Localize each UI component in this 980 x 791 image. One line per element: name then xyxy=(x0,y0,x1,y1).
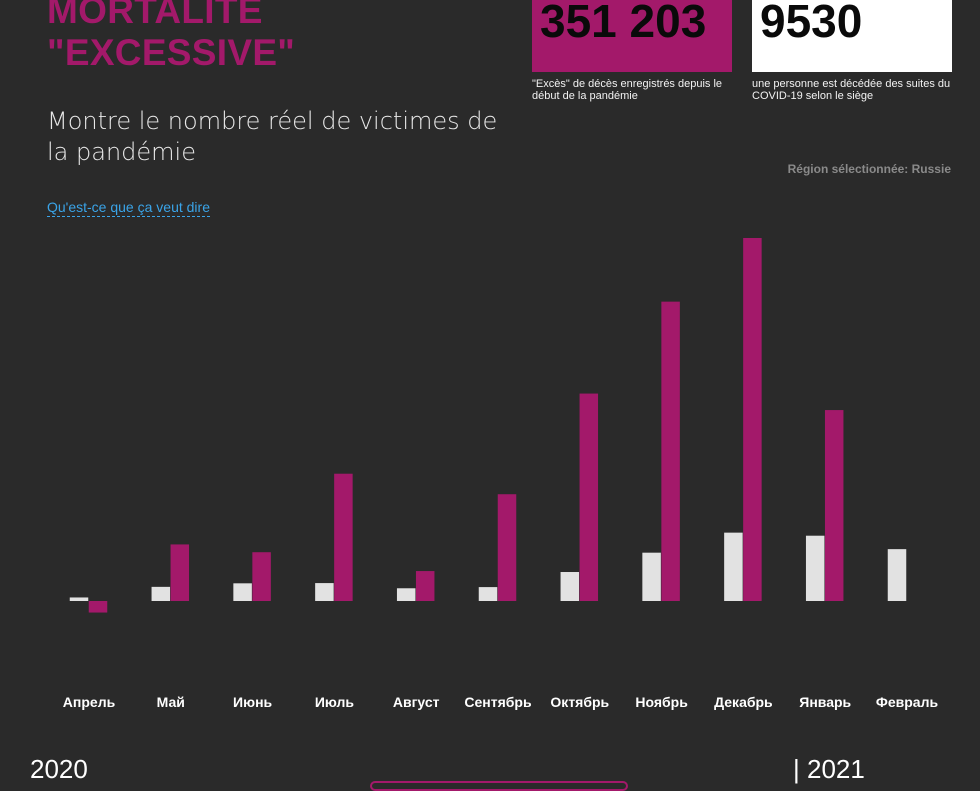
month-label-2: Июнь xyxy=(233,694,272,710)
covid-deaths-value: 9530 xyxy=(752,0,952,72)
covid-deaths-caption: une personne est décédée des suites du C… xyxy=(752,78,951,102)
timeline-year-start: 2020 xyxy=(30,754,88,784)
bar-excess-6[interactable] xyxy=(579,393,599,601)
bar-excess-9[interactable] xyxy=(824,410,844,601)
excess-deaths-caption: "Excès" de décès enregistrés depuis le d… xyxy=(532,78,723,102)
title-line-2: "EXCESSIVE" xyxy=(47,32,296,73)
timeline-scroll-handle[interactable] xyxy=(370,781,628,791)
bar-covid-9[interactable] xyxy=(805,535,825,601)
bar-covid-5[interactable] xyxy=(478,587,498,601)
bar-covid-3[interactable] xyxy=(315,583,334,601)
bar-excess-4[interactable] xyxy=(415,571,435,601)
month-label-4: Август xyxy=(393,694,440,710)
month-label-9: Январь xyxy=(799,694,851,710)
month-label-3: Июль xyxy=(315,694,355,710)
bar-excess-3[interactable] xyxy=(334,473,353,601)
bar-covid-6[interactable] xyxy=(560,572,580,601)
bar-excess-2[interactable] xyxy=(252,552,271,601)
explain-link[interactable]: Qu'est-ce que ça veut dire xyxy=(47,199,210,217)
monthly-deaths-chart: Апрель Май Июнь Июль Август Сентябрь Октябрь Но… xyxy=(63,238,939,710)
bar-excess-8[interactable] xyxy=(743,238,762,601)
bar-excess-1[interactable] xyxy=(170,544,190,601)
month-label-5: Сентябрь xyxy=(464,694,532,710)
bar-excess-5[interactable] xyxy=(497,494,517,601)
month-label-0: Апрель xyxy=(63,694,116,710)
month-label-6: Октябрь xyxy=(550,694,609,710)
excess-deaths-value: 351 203 xyxy=(532,0,732,72)
month-label-1: Май xyxy=(157,694,185,710)
bar-covid-8[interactable] xyxy=(724,532,743,601)
month-label-8: Декабрь xyxy=(714,694,773,710)
timeline-year-end: | 2021 xyxy=(793,754,865,784)
page-title: MORTALITÉ "EXCESSIVE" xyxy=(47,0,295,74)
page-subtitle: Montre le nombre réel de victimes de la … xyxy=(47,107,498,166)
month-label-7: Ноябрь xyxy=(635,694,688,710)
month-label-10: Февраль xyxy=(876,694,939,710)
bar-excess-0[interactable] xyxy=(88,601,108,613)
bar-covid-10[interactable] xyxy=(887,549,907,601)
title-line-1: MORTALITÉ xyxy=(47,0,263,31)
bar-covid-2[interactable] xyxy=(233,583,252,601)
bar-covid-7[interactable] xyxy=(642,552,661,601)
bar-covid-0[interactable] xyxy=(69,597,89,601)
bar-covid-4[interactable] xyxy=(396,588,416,601)
selected-region: Région sélectionnée: Russie xyxy=(787,162,951,176)
bar-excess-7[interactable] xyxy=(661,301,680,601)
bar-covid-1[interactable] xyxy=(151,586,171,601)
